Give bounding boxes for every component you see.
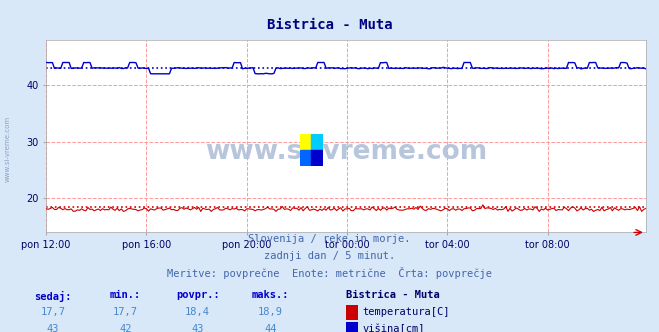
Text: 17,7: 17,7 xyxy=(113,307,138,317)
Text: 42: 42 xyxy=(119,324,131,332)
Text: 44: 44 xyxy=(264,324,276,332)
Text: zadnji dan / 5 minut.: zadnji dan / 5 minut. xyxy=(264,251,395,261)
Text: Bistrica - Muta: Bistrica - Muta xyxy=(267,18,392,32)
Text: višina[cm]: višina[cm] xyxy=(362,324,425,332)
Text: 43: 43 xyxy=(47,324,59,332)
Text: 18,4: 18,4 xyxy=(185,307,210,317)
Text: temperatura[C]: temperatura[C] xyxy=(362,307,450,317)
Text: 18,9: 18,9 xyxy=(258,307,283,317)
Text: www.si-vreme.com: www.si-vreme.com xyxy=(205,138,487,165)
Text: min.:: min.: xyxy=(109,290,141,300)
Bar xyxy=(300,134,312,150)
Bar xyxy=(312,134,323,150)
Text: povpr.:: povpr.: xyxy=(176,290,219,300)
Bar xyxy=(312,150,323,166)
Text: maks.:: maks.: xyxy=(252,290,289,300)
Bar xyxy=(300,150,312,166)
Text: sedaj:: sedaj: xyxy=(34,290,71,301)
Text: www.si-vreme.com: www.si-vreme.com xyxy=(5,116,11,183)
Text: Meritve: povprečne  Enote: metrične  Črta: povprečje: Meritve: povprečne Enote: metrične Črta:… xyxy=(167,267,492,279)
Text: Slovenija / reke in morje.: Slovenija / reke in morje. xyxy=(248,234,411,244)
Text: 17,7: 17,7 xyxy=(40,307,65,317)
Text: Bistrica - Muta: Bistrica - Muta xyxy=(346,290,440,300)
Text: 43: 43 xyxy=(192,324,204,332)
